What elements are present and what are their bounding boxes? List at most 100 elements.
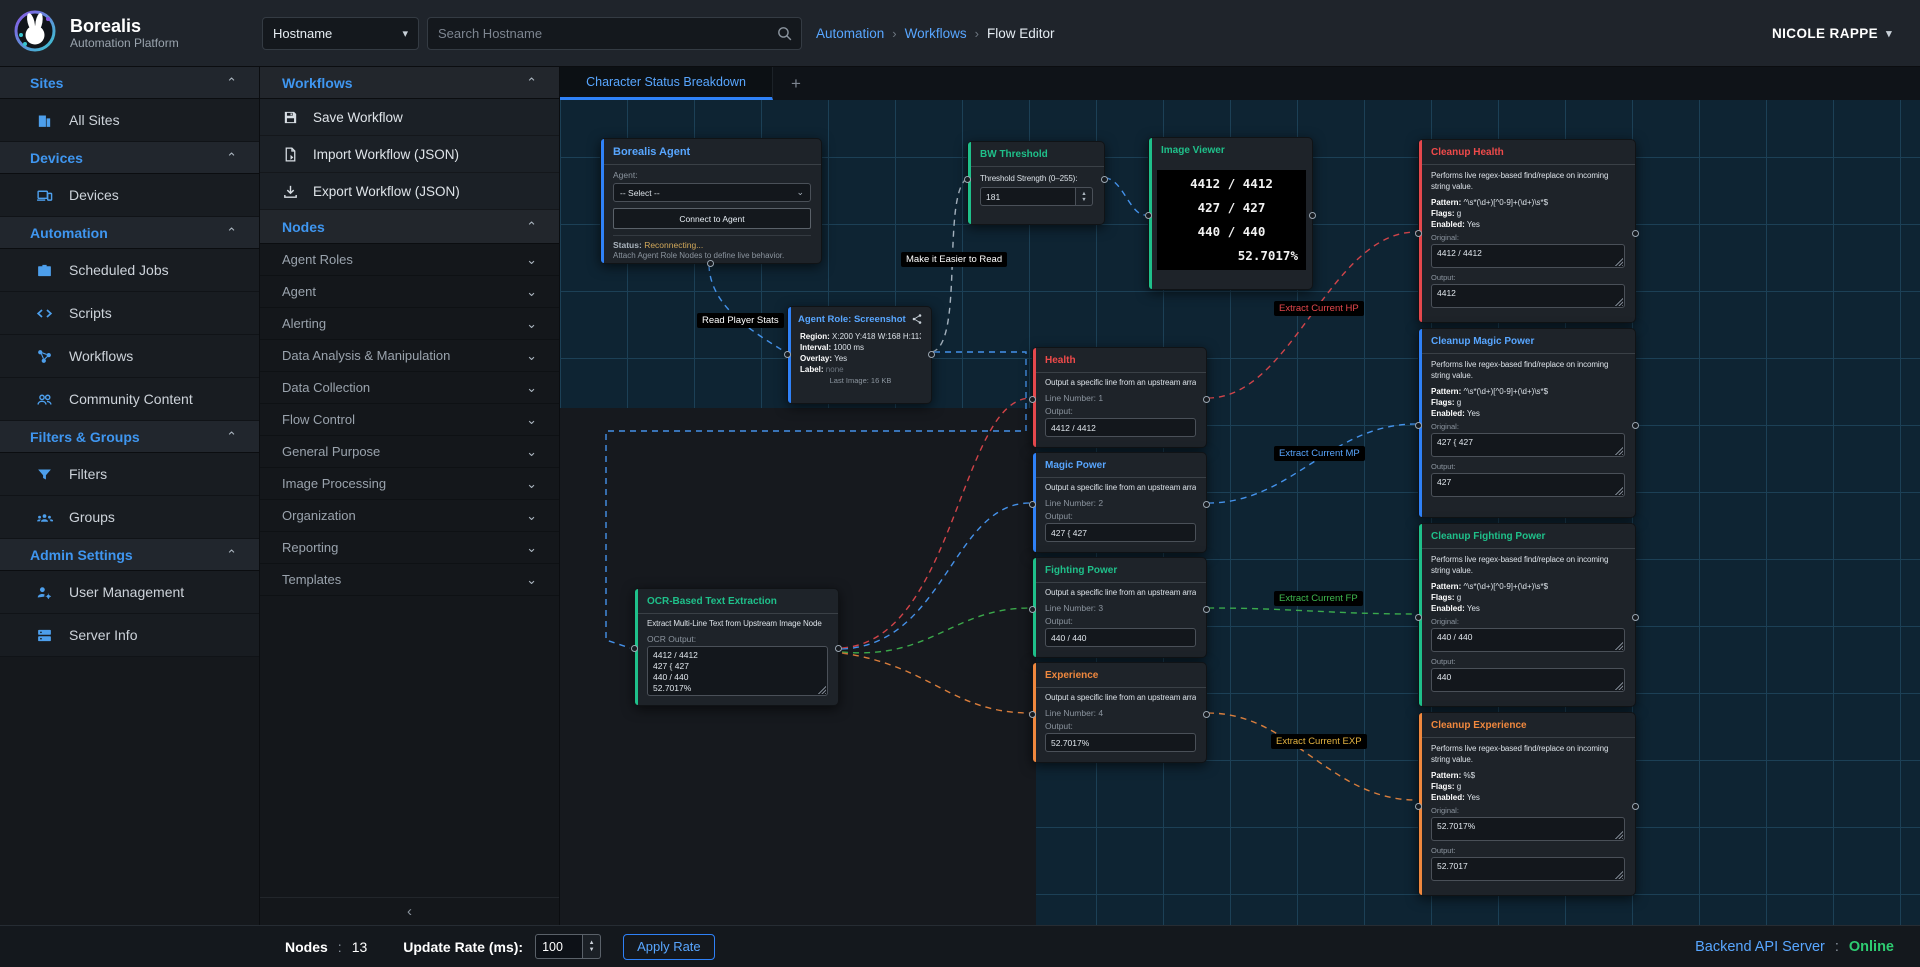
output-port[interactable] [1203,501,1210,508]
output-port[interactable] [928,351,935,358]
node-agent-role-screenshot[interactable]: Agent Role: Screenshot Region: X:200 Y:4… [784,306,935,404]
connect-to-agent-button[interactable]: Connect to Agent [613,208,811,229]
hostname-search[interactable] [427,16,802,50]
ocr-output-textarea[interactable]: 4412 / 4412 427 { 427 440 / 440 52.7017% [647,646,828,696]
input-port[interactable] [1029,606,1036,613]
spin-down-icon[interactable]: ▼ [588,946,595,953]
node-category-agent[interactable]: Agent ⌄ [260,276,559,308]
output-port[interactable] [835,645,842,652]
node-borealis-agent[interactable]: Borealis Agent Agent: -- Select -- ⌄ Con… [600,138,822,267]
output-value-input[interactable] [1045,523,1196,542]
user-menu[interactable]: NICOLE RAPPE ▾ [1772,26,1892,41]
output-port[interactable] [1632,614,1639,621]
original-textarea[interactable]: 4412 / 4412 [1431,244,1625,268]
output-port[interactable] [1101,176,1108,183]
node-fighting-power[interactable]: Fighting Power Output a specific line fr… [1029,557,1210,658]
save-workflow-button[interactable]: Save Workflow [260,99,559,136]
sidebar-item-community-content[interactable]: Community Content [0,378,259,421]
sidebar-item-server-info[interactable]: Server Info [0,614,259,657]
input-port[interactable] [1029,711,1036,718]
output-port[interactable] [1203,606,1210,613]
node-category-alerting[interactable]: Alerting ⌄ [260,308,559,340]
original-textarea[interactable]: 440 / 440 [1431,628,1625,652]
spin-down-icon[interactable]: ▼ [1081,196,1087,203]
apply-rate-button[interactable]: Apply Rate [623,933,715,960]
output-value-input[interactable] [1045,418,1196,437]
output-port[interactable] [1632,230,1639,237]
node-category-general-purpose[interactable]: General Purpose ⌄ [260,436,559,468]
hostname-dropdown[interactable]: Hostname ▾ [262,16,419,50]
node-category-reporting[interactable]: Reporting ⌄ [260,532,559,564]
output-value-input[interactable] [1045,628,1196,647]
breadcrumb-workflows[interactable]: Workflows [904,25,967,41]
import-workflow-button[interactable]: Import Workflow (JSON) [260,136,559,173]
sidebar-item-scheduled-jobs[interactable]: Scheduled Jobs [0,249,259,292]
sidebar-item-devices[interactable]: Devices [0,174,259,217]
node-cleanup-fighting-power[interactable]: Cleanup Fighting Power Performs live reg… [1415,523,1639,707]
output-port[interactable] [707,260,714,267]
sidebar-section-devices[interactable]: Devices ⌃ [0,142,259,174]
flow-canvas[interactable]: Borealis Agent Agent: -- Select -- ⌄ Con… [560,100,1920,925]
input-port[interactable] [1029,501,1036,508]
sidebar-item-all-sites[interactable]: All Sites [0,99,259,142]
input-port[interactable] [631,645,638,652]
node-category-flow-control[interactable]: Flow Control ⌄ [260,404,559,436]
output-port[interactable] [1632,803,1639,810]
node-cleanup-health[interactable]: Cleanup Health Performs live regex-based… [1415,139,1639,323]
nodes-section-header[interactable]: Nodes ⌃ [260,210,559,244]
sidebar-item-scripts[interactable]: Scripts [0,292,259,335]
node-category-data-analysis[interactable]: Data Analysis & Manipulation ⌄ [260,340,559,372]
output-port[interactable] [1203,711,1210,718]
original-textarea[interactable]: 52.7017% [1431,817,1625,841]
share-icon[interactable] [911,313,923,325]
number-spinner[interactable]: ▲ ▼ [1076,187,1093,206]
node-ocr-text-extraction[interactable]: OCR-Based Text Extraction Extract Multi-… [631,588,842,706]
rate-spinner[interactable]: ▲ ▼ [583,934,602,959]
output-port[interactable] [1309,212,1316,219]
input-port[interactable] [1415,803,1422,810]
input-port[interactable] [1415,614,1422,621]
export-workflow-button[interactable]: Export Workflow (JSON) [260,173,559,210]
input-port[interactable] [1415,422,1422,429]
sidebar-item-workflows[interactable]: Workflows [0,335,259,378]
sidebar-section-automation[interactable]: Automation ⌃ [0,217,259,249]
sidebar-section-admin-settings[interactable]: Admin Settings ⌃ [0,539,259,571]
breadcrumb-automation[interactable]: Automation [816,25,885,41]
threshold-input[interactable] [980,187,1076,206]
node-health[interactable]: Health Output a specific line from an up… [1029,347,1210,448]
output-value-input[interactable] [1045,733,1196,752]
node-category-image-processing[interactable]: Image Processing ⌄ [260,468,559,500]
node-image-viewer[interactable]: Image Viewer 4412 / 4412 427 / 427 440 /… [1145,137,1316,290]
sidebar-item-filters[interactable]: Filters [0,453,259,496]
output-textarea[interactable]: 52.7017 [1431,857,1625,881]
input-port[interactable] [964,176,971,183]
spin-up-icon[interactable]: ▲ [1081,190,1087,197]
add-tab-button[interactable]: + [773,67,819,100]
agent-select[interactable]: -- Select -- ⌄ [613,183,811,202]
output-port[interactable] [1632,422,1639,429]
sidebar-section-filters-groups[interactable]: Filters & Groups ⌃ [0,421,259,453]
input-port[interactable] [1029,396,1036,403]
node-category-data-collection[interactable]: Data Collection ⌄ [260,372,559,404]
collapse-panel-button[interactable]: ‹ [260,897,559,925]
node-magic-power[interactable]: Magic Power Output a specific line from … [1029,452,1210,553]
search-input[interactable] [438,25,776,41]
sidebar-section-sites[interactable]: Sites ⌃ [0,67,259,99]
output-textarea[interactable]: 4412 [1431,284,1625,308]
workflows-section-header[interactable]: Workflows ⌃ [260,67,559,99]
tab-character-status-breakdown[interactable]: Character Status Breakdown [560,67,773,100]
output-textarea[interactable]: 427 [1431,473,1625,497]
input-port[interactable] [784,351,791,358]
original-textarea[interactable]: 427 { 427 [1431,433,1625,457]
spin-up-icon[interactable]: ▲ [588,939,595,946]
node-cleanup-magic-power[interactable]: Cleanup Magic Power Performs live regex-… [1415,328,1639,518]
sidebar-item-user-management[interactable]: User Management [0,571,259,614]
update-rate-input[interactable] [535,934,584,959]
node-category-agent-roles[interactable]: Agent Roles ⌄ [260,244,559,276]
node-cleanup-experience[interactable]: Cleanup Experience Performs live regex-b… [1415,712,1639,896]
input-port[interactable] [1415,230,1422,237]
sidebar-item-groups[interactable]: Groups [0,496,259,539]
node-category-organization[interactable]: Organization ⌄ [260,500,559,532]
node-category-templates[interactable]: Templates ⌄ [260,564,559,596]
output-textarea[interactable]: 440 [1431,668,1625,692]
